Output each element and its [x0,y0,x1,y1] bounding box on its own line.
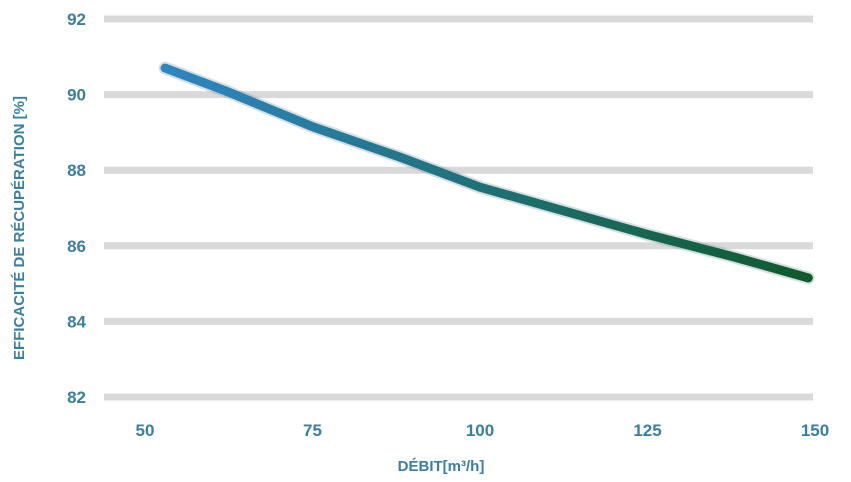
x-tick-label: 75 [303,421,322,440]
y-tick-label: 82 [67,388,86,407]
y-tick-label: 84 [67,312,86,331]
x-tick-label: 150 [801,421,829,440]
vertical-gridlines [140,11,820,407]
y-tick-labels: 82 84 86 88 90 92 [67,10,86,407]
y-tick-label: 92 [67,10,86,29]
horizontal-gridlines [104,15,813,401]
x-tick-labels: 50 75 100 125 150 [136,421,830,440]
x-tick-label: 125 [633,421,661,440]
y-axis-title: EFFICACITÉ DE RÉCUPÉRATION [%] [11,96,28,360]
x-tick-label: 50 [136,421,155,440]
y-tick-label: 86 [67,237,86,256]
series-line [160,63,813,283]
series-layer [158,61,815,285]
y-tick-label: 88 [67,161,86,180]
x-axis-title: DÉBIT[m³/h] [398,458,485,475]
x-tick-label: 100 [466,421,494,440]
y-tick-label: 90 [67,86,86,105]
